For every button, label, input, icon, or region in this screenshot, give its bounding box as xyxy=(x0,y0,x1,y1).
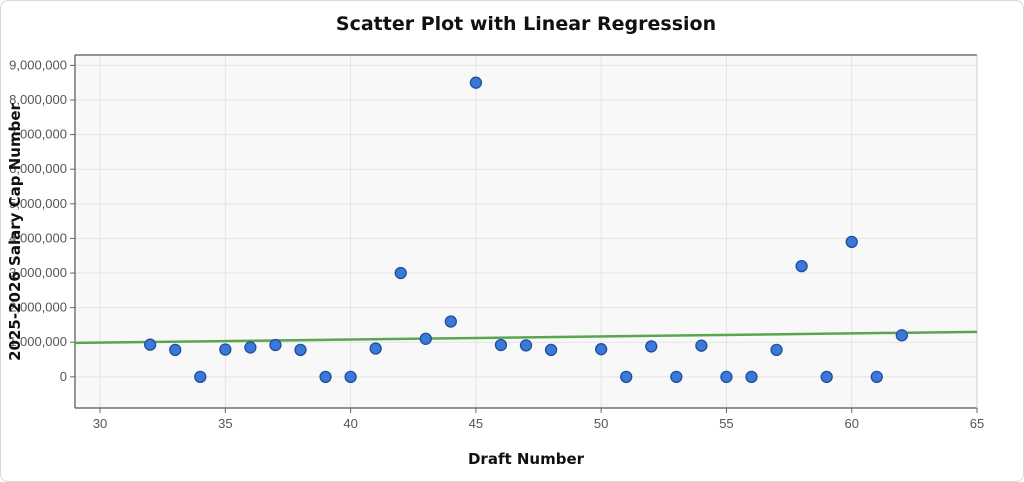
x-tick-label: 35 xyxy=(218,416,232,431)
regression-line xyxy=(74,330,978,345)
y-tick-label: 7,000,000 xyxy=(9,127,67,142)
x-tick-label: 30 xyxy=(93,416,107,431)
y-tick-label: 2,000,000 xyxy=(9,300,67,315)
x-axis-label: Draft Number xyxy=(468,450,585,468)
data-point xyxy=(795,259,808,273)
data-point xyxy=(820,370,833,384)
data-point xyxy=(544,343,558,357)
data-point xyxy=(695,339,708,352)
y-tick-label: 5,000,000 xyxy=(9,196,67,211)
data-point xyxy=(369,342,382,355)
data-point xyxy=(169,343,182,357)
x-tick-label: 65 xyxy=(970,416,984,431)
data-point xyxy=(469,76,483,89)
data-point xyxy=(870,370,883,384)
regression-layer xyxy=(74,330,978,345)
data-point xyxy=(494,338,508,352)
data-point xyxy=(394,266,407,280)
x-tick-label: 50 xyxy=(594,416,608,431)
points-layer xyxy=(144,76,908,384)
data-point xyxy=(319,370,332,384)
y-axis-label: 2025-2026 Salary Cap Number xyxy=(6,103,24,361)
data-point xyxy=(670,370,683,384)
data-point xyxy=(519,339,533,352)
y-tick-label: 3,000,000 xyxy=(9,265,67,280)
x-tick-label: 55 xyxy=(719,416,733,431)
data-point xyxy=(144,338,157,351)
y-tick-label: 9,000,000 xyxy=(9,57,67,72)
data-point xyxy=(244,341,257,354)
chart-title: Scatter Plot with Linear Regression xyxy=(336,13,716,35)
data-point xyxy=(269,338,282,352)
data-point xyxy=(720,370,733,384)
y-tick-label: 6,000,000 xyxy=(9,161,67,176)
y-tick-label: 8,000,000 xyxy=(9,92,67,107)
data-point xyxy=(895,329,908,342)
x-tick-label: 40 xyxy=(343,416,357,431)
data-point xyxy=(845,235,858,249)
data-point xyxy=(419,332,432,345)
y-tick-label: 1,000,000 xyxy=(9,334,67,349)
data-point xyxy=(294,343,307,357)
data-point xyxy=(444,315,457,328)
data-point xyxy=(770,343,783,357)
data-point xyxy=(219,343,232,356)
data-point xyxy=(620,370,633,384)
data-point xyxy=(645,340,658,353)
data-point xyxy=(595,343,608,356)
data-point xyxy=(344,370,357,384)
data-point xyxy=(745,370,758,384)
data-point xyxy=(194,370,207,384)
plot-area xyxy=(75,55,977,408)
x-tick-label: 60 xyxy=(844,416,858,431)
y-tick-label: 0 xyxy=(60,369,67,384)
x-tick-label: 45 xyxy=(469,416,483,431)
axes: 30 35 40 45 50 55 60 65 0 1,000,000 2,000,000 3,000… xyxy=(9,54,984,431)
y-tick-label: 4,000,000 xyxy=(9,230,67,245)
